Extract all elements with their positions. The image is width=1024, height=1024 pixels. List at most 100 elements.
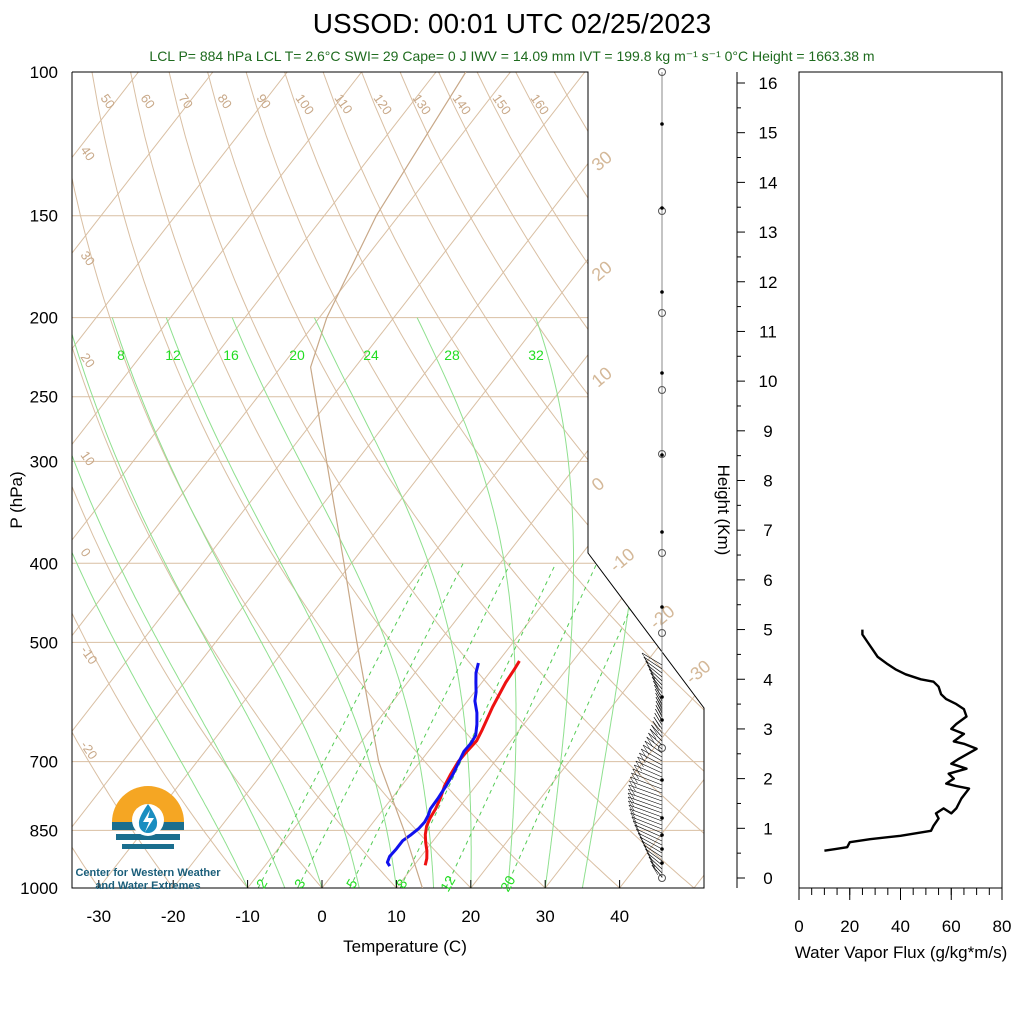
isotherm-label: 70 (176, 91, 197, 111)
wind-barb (641, 652, 663, 666)
isotherm-label: 110 (332, 91, 356, 117)
wind-barb (629, 780, 663, 794)
isotherm-line (72, 72, 660, 888)
wind-barb-feather (651, 676, 659, 688)
wind-barb (633, 820, 663, 834)
height-tick-label: 14 (759, 173, 778, 192)
x-tick-label: 0 (317, 907, 326, 926)
wind-barb (647, 664, 663, 678)
y-tick-label: 250 (30, 388, 58, 407)
x-tick-label: 20 (461, 907, 480, 926)
height-tick-label: 4 (763, 670, 772, 689)
y-tick-label: 200 (30, 309, 58, 328)
wind-barb (627, 792, 663, 806)
logo-line1: Center for Western Weather (75, 867, 221, 879)
wind-barb-feather (655, 700, 663, 712)
left-temp-label: -10 (78, 643, 101, 667)
mixing-ratio-bottom-label: 2 (253, 876, 271, 891)
mixing-ratio-line (257, 563, 428, 888)
moist-adiabat (313, 317, 472, 888)
wind-barb-feather (629, 780, 636, 792)
wind-barb (628, 788, 663, 802)
isotherm-label: 140 (450, 91, 475, 117)
isotherm-label: 80 (215, 91, 236, 111)
wind-barb (647, 852, 663, 866)
y-tick-label: 150 (30, 207, 58, 226)
wind-level-circle (658, 874, 666, 882)
mixing-ratio-bottom-label: 20 (497, 873, 519, 895)
y-tick-label: 500 (30, 633, 58, 652)
wind-barb-feather (655, 708, 662, 720)
y-axis-label: P (hPa) (7, 471, 26, 528)
wind-barb (641, 748, 663, 762)
mixing-ratio-top-label: 28 (444, 347, 460, 363)
y-tick-label: 300 (30, 452, 58, 471)
dry-adiabat (284, 72, 704, 888)
wind-barb (651, 676, 663, 690)
flux-line (824, 629, 978, 852)
mixing-ratio-line (297, 563, 464, 888)
flux-frame (798, 71, 1003, 889)
isotherm-label: 100 (293, 91, 318, 117)
wind-barb (628, 784, 663, 798)
mixing-ratio-top-label: 20 (289, 347, 305, 363)
wind-barb-feather (655, 704, 663, 716)
isotherm-line (544, 72, 704, 888)
isotherm-line (396, 72, 704, 888)
wind-barb (650, 672, 663, 686)
isotherm-line (172, 72, 704, 888)
wind-barb-feather (646, 736, 653, 748)
wind-barb-feather (635, 760, 643, 772)
wind-barb-feather (639, 752, 646, 764)
dry-adiabat (399, 72, 704, 888)
dry-adiabat (130, 72, 620, 888)
height-tick-label: 12 (759, 273, 778, 292)
wind-barb (650, 860, 663, 874)
wind-barb (639, 836, 663, 850)
isotherm-line (72, 72, 288, 888)
flux-axis-label: Water Vapor Flux (g/kg*m/s) (795, 943, 1008, 962)
wind-barb (637, 756, 663, 770)
wind-barb (643, 656, 663, 670)
wind-barb-feather (632, 820, 640, 832)
isotherm-line (72, 72, 511, 888)
height-tick-label: 5 (763, 621, 772, 640)
mixing-ratio-bottom-label: 12 (437, 873, 459, 895)
dry-adiabat (322, 72, 704, 888)
x-tick-label: -10 (235, 907, 260, 926)
wind-barb (648, 732, 663, 746)
dry-adiabat (361, 72, 704, 888)
wind-barb-feather (637, 832, 645, 844)
y-tick-label: 100 (30, 63, 58, 82)
wind-level-circle (658, 549, 666, 557)
dry-adiabat (72, 72, 174, 888)
wind-dot (660, 206, 664, 210)
moist-adiabat (72, 317, 323, 888)
wind-barb-feather (651, 864, 659, 876)
dry-adiabat (72, 72, 472, 888)
isotherm-line (72, 72, 214, 888)
wind-barb (648, 668, 663, 682)
height-tick-label: 9 (763, 422, 772, 441)
wind-barb (634, 764, 663, 778)
x-tick-label: 10 (387, 907, 406, 926)
wind-dot (660, 122, 664, 126)
moist-adiabat (416, 317, 517, 888)
wind-barb (630, 776, 663, 790)
height-tick-label: 15 (759, 124, 778, 143)
temperature-line (423, 660, 521, 866)
chart-subtitle: LCL P= 884 hPa LCL T= 2.6°C SWI= 29 Cape… (149, 48, 875, 64)
wind-dot (660, 816, 664, 820)
x-tick-label: 30 (536, 907, 555, 926)
isotherm-line (72, 72, 586, 888)
right-temp-label: 20 (588, 257, 616, 285)
parcel-line (310, 72, 467, 888)
flux-tick-label: 40 (891, 917, 910, 936)
wind-barb (643, 844, 663, 858)
right-temp-label: 0 (588, 473, 609, 495)
wind-barb (639, 752, 663, 766)
wind-dot (660, 530, 664, 534)
wind-barb (651, 864, 663, 878)
isotherm-label: 160 (528, 91, 553, 117)
dewpoint-line (385, 662, 480, 867)
